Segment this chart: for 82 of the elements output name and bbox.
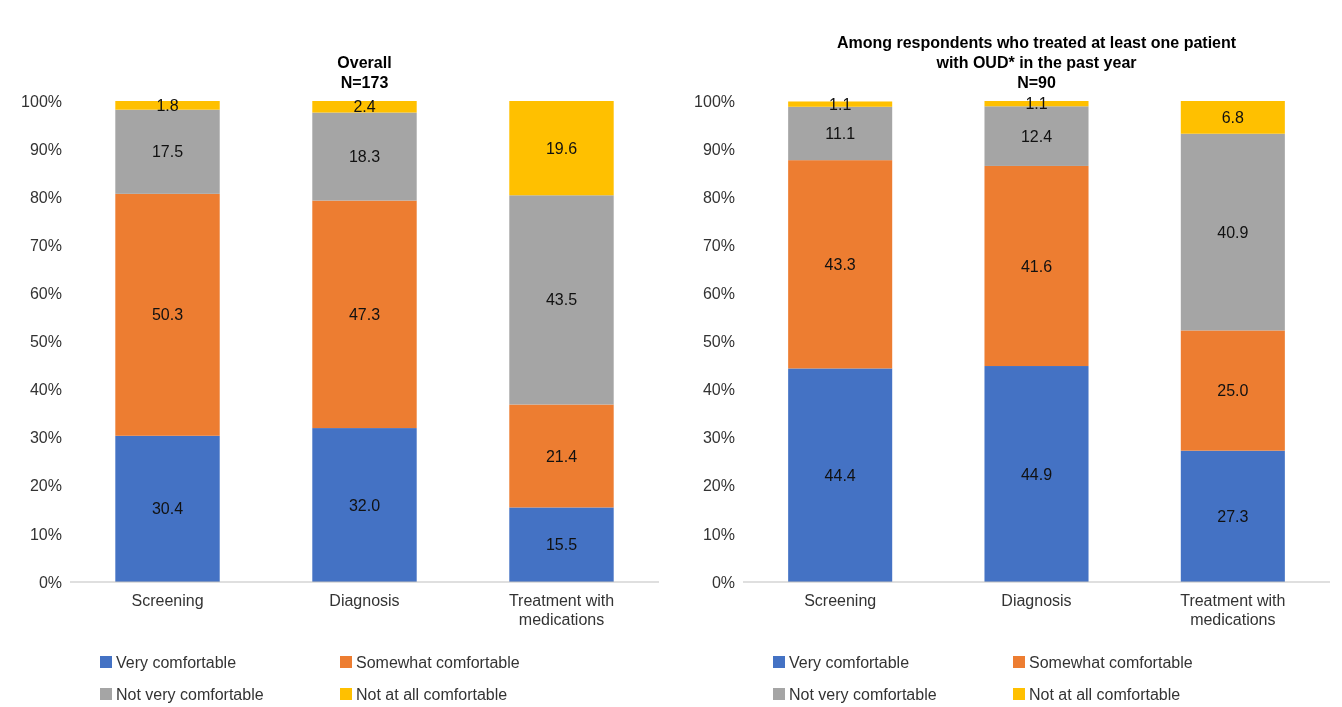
data-label: 15.5 [545,536,578,554]
data-label: 25.0 [1217,382,1249,400]
bar [1180,133,1285,331]
bar [115,435,220,582]
bar [312,200,417,429]
data-label: 41.6 [1020,257,1053,275]
y-tick-label: 50% [29,333,62,351]
y-tick-label: 10% [702,525,735,543]
data-label: 1.8 [156,96,179,114]
bar [509,507,614,582]
bar [1180,330,1285,451]
legend-label: Not very comfortable [116,685,264,703]
legend-label: Somewhat comfortable [1029,653,1193,671]
bar [1180,101,1285,134]
data-label: 30.4 [151,500,184,518]
y-tick-label: 60% [29,285,62,303]
data-label: 19.6 [545,139,578,157]
bar [1180,450,1285,582]
legend-label: Not at all comfortable [356,685,508,703]
y-tick-label: 30% [702,429,735,447]
x-tick-label: Diagnosis [1001,592,1072,609]
x-tick-label: Screening [804,592,877,609]
legend-label: Not very comfortable [789,685,937,703]
data-label: 47.3 [348,305,381,323]
data-label: 2.4 [353,98,376,116]
y-tick-label: 50% [702,333,735,351]
y-tick-label: 20% [702,477,735,495]
data-label: 18.3 [348,148,381,166]
y-tick-label: 40% [29,381,62,399]
data-label: 32.0 [348,496,381,514]
x-tick-label: Screening [131,592,204,609]
y-tick-label: 90% [702,140,735,158]
x-tick-label: Diagnosis [329,592,400,609]
legend-label: Somewhat comfortable [356,653,520,671]
x-tick-label: Treatment with medications [508,592,615,628]
y-tick-label: 20% [29,477,62,495]
bar [509,101,614,196]
y-tick-label: 40% [702,381,735,399]
y-tick-label: 100% [694,92,735,110]
y-tick-label: 10% [29,525,62,543]
y-tick-label: 60% [702,285,735,303]
data-label: 17.5 [151,143,184,161]
y-tick-label: 100% [21,92,62,110]
bar [984,165,1089,367]
bar [115,101,220,110]
data-label: 27.3 [1217,507,1249,525]
bar [312,101,417,113]
y-tick-label: 90% [29,140,62,158]
bar [115,109,220,194]
data-label: 44.9 [1020,465,1053,483]
legend-label: Very comfortable [789,653,910,671]
bar [312,428,417,582]
y-tick-label: 30% [29,429,62,447]
bar [984,366,1089,582]
data-label: 50.3 [151,306,184,324]
data-label: 43.3 [824,255,856,273]
chart-title: Overall [337,54,392,71]
data-label: 43.5 [545,291,578,309]
data-label: 6.8 [1221,108,1245,126]
y-tick-label: 70% [702,236,735,254]
legend-label: Not at all comfortable [1029,685,1181,703]
chart-subtitle: N=90 [1017,74,1056,91]
x-tick-label: Treatment with medications [1180,592,1286,628]
legend-label: Very comfortable [116,653,237,671]
data-label: 21.4 [545,447,578,465]
y-tick-label: 80% [702,188,735,206]
bar [788,160,893,369]
bar [509,404,614,508]
bar [312,112,417,201]
data-label: 44.4 [824,466,856,484]
y-tick-label: 80% [29,188,62,206]
bar [509,195,614,405]
bar [788,368,893,582]
chart-subtitle: N=173 [340,74,389,91]
y-tick-label: 70% [29,236,62,254]
y-tick-label: 0% [38,573,62,591]
data-label: 40.9 [1217,223,1249,241]
y-tick-label: 0% [711,573,735,591]
data-label: 11.1 [825,125,856,143]
bar [115,193,220,436]
chart-title: Among respondents who treated at least one patient with OUD* in the past year [836,34,1237,71]
data-label: 12.4 [1020,127,1053,145]
